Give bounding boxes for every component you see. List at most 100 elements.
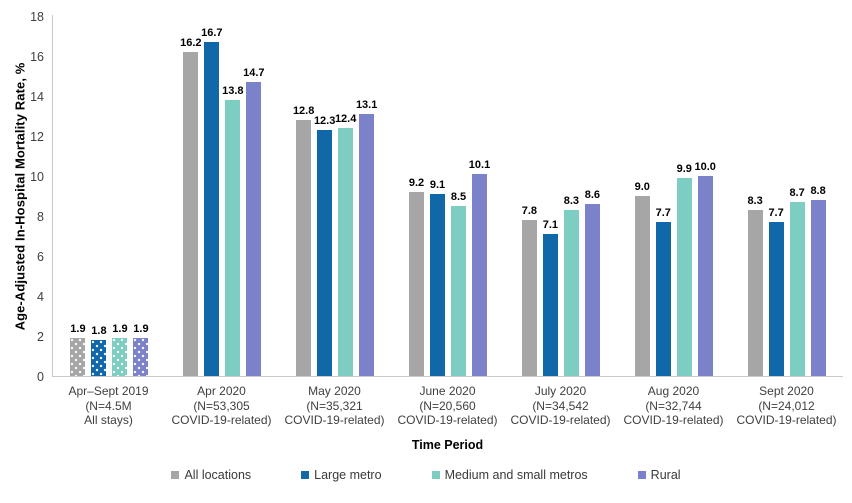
legend-label: Medium and small metros [444,468,588,482]
bar-column: 16.7 [201,27,223,376]
bar [747,210,763,376]
bar-value-label: 1.8 [91,325,107,337]
bar-column: 12.3 [313,115,336,376]
x-axis-category-labels: Apr–Sept 2019 (N=4.5M All stays) Apr 2020… [52,384,843,428]
bar [472,174,487,376]
y-tick-label: 14 [30,90,44,104]
bar-column: 1.9 [133,323,149,376]
bar [451,206,466,376]
bar-column: 8.6 [585,189,600,376]
y-tick-label: 0 [37,370,44,384]
bar-value-label: 12.8 [292,105,315,117]
bar-column: 12.8 [292,105,315,376]
bar [133,338,149,376]
bar-value-label: 7.1 [542,219,559,231]
legend-item: Rural [637,468,681,482]
y-tick-label: 10 [30,170,44,184]
bar [430,194,445,376]
bar-value-label: 13.1 [355,99,378,111]
bar-column: 9.9 [677,163,692,376]
y-tick-label: 2 [37,330,44,344]
bar-group: 12.8 12.3 12.4 13.1 [279,15,392,376]
legend-label: Rural [650,468,681,482]
legend-label: Large metro [314,468,382,482]
bar-group: 16.2 16.7 13.8 14.7 [166,15,279,376]
legend-swatch-icon [171,471,180,479]
bar-column: 8.7 [789,187,805,376]
y-tick-label: 8 [37,210,44,224]
bar-column: 10.0 [695,161,716,376]
bar-value-label: 9.0 [634,181,650,193]
bar-value-label: 9.2 [408,177,425,189]
bar [542,234,558,376]
bar-value-label: 7.8 [521,205,538,217]
legend-item: Large metro [301,468,382,482]
bar-value-label: 12.3 [313,115,336,127]
legend-swatch-icon [637,471,646,479]
bar-column: 14.7 [243,67,265,376]
bar-column: 10.1 [468,159,491,376]
bar [409,192,424,376]
bar [584,204,600,376]
bar-value-label: 8.7 [789,187,805,199]
legend-swatch-icon [301,471,310,479]
bar-value-label: 9.9 [676,163,692,175]
bar-column: 13.1 [355,99,378,376]
bar-column: 7.8 [522,205,537,376]
bar-column: 13.8 [222,85,244,376]
bar-column: 8.3 [564,195,579,376]
bar [563,210,579,376]
bar-value-label: 9.1 [429,179,446,191]
bar-value-label: 10.1 [468,159,491,171]
bar-value-label: 7.7 [655,207,671,219]
bar-value-label: 14.7 [243,67,265,79]
bar-value-label: 16.2 [180,37,202,49]
bar-value-label: 8.3 [747,195,763,207]
bar-value-label: 7.7 [768,207,784,219]
bar [634,196,650,376]
x-category-label: Apr–Sept 2019 (N=4.5M All stays) [68,384,149,427]
bar-column: 8.3 [747,195,763,376]
x-axis-title: Time Period [411,438,484,452]
bar-column: 12.4 [334,113,357,376]
y-tick-label: 6 [37,250,44,264]
bar-column: 9.1 [430,179,445,376]
bar-column: 16.2 [180,37,202,376]
bar-value-label: 8.6 [584,189,601,201]
bar [338,128,354,376]
bar [810,200,826,376]
bar [768,222,784,376]
bar-value-label: 13.8 [222,85,244,97]
legend-item: All locations [171,468,251,482]
bar-column: 1.8 [91,325,107,376]
bar [789,202,805,376]
y-axis-title: Age-Adjusted In-Hospital Mortality Rate,… [12,62,28,331]
y-tick-label: 4 [37,290,44,304]
bar-value-label: 1.9 [112,323,128,335]
bar [655,222,671,376]
bar-column: 1.9 [112,323,128,376]
bar [359,114,375,376]
bar-column: 7.1 [543,219,558,376]
x-category-label: Aug 2020 (N=32,744 COVID-19-related) [623,384,724,427]
bar-group: 7.8 7.1 8.3 8.6 [504,15,617,376]
bar-value-label: 16.7 [201,27,223,39]
bar [70,338,86,376]
bar [676,178,692,376]
bar [246,82,262,376]
bar [204,42,220,376]
bar [112,338,128,376]
bar [225,100,241,376]
bar [91,340,107,376]
bar [183,52,199,376]
legend-item: Medium and small metros [431,468,588,482]
legend-label: All locations [184,468,252,482]
legend-swatch-icon [431,471,440,479]
bar-column: 9.0 [635,181,650,376]
bar-value-label: 8.5 [450,191,467,203]
x-category-label: Apr 2020 (N=53,305 COVID-19-related) [171,384,272,427]
bar-value-label: 12.4 [334,113,357,125]
bar-group: 1.9 1.8 1.9 1.9 [53,15,166,376]
x-category-label: July 2020 (N=34,542 COVID-19-related) [510,384,611,427]
